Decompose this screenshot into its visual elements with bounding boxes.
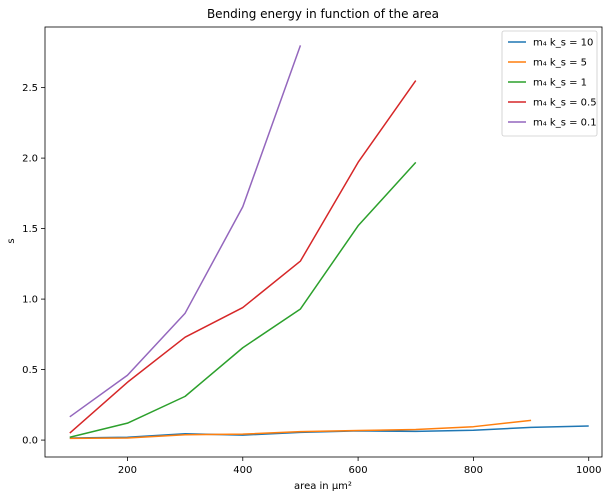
y-tick-label: 1.5 xyxy=(22,224,38,235)
legend-entry: m₄ k_s = 0.5 xyxy=(533,98,597,109)
y-tick-label: 1.0 xyxy=(22,295,38,306)
series-line-5 xyxy=(69,45,302,418)
chart-title: Bending energy in function of the area xyxy=(207,7,439,21)
series-line-4 xyxy=(69,80,417,434)
x-tick-label: 200 xyxy=(118,465,137,476)
x-tick-label: 600 xyxy=(349,465,368,476)
legend-entry: m₄ k_s = 5 xyxy=(533,58,587,69)
x-tick-label: 400 xyxy=(233,465,252,476)
legend-entry: m₄ k_s = 1 xyxy=(533,78,587,89)
x-axis-label: area in μm² xyxy=(294,481,352,492)
legend-entry: m₄ k_s = 10 xyxy=(533,38,593,49)
plot-frame xyxy=(44,26,603,458)
y-axis: 0.0 0.5 1.0 1.5 2.0 2.5 xyxy=(22,83,45,447)
y-axis-label: s xyxy=(6,238,17,243)
x-tick-label: 1000 xyxy=(576,465,601,476)
x-tick-label: 800 xyxy=(464,465,483,476)
legend: m₄ k_s = 10 m₄ k_s = 5 m₄ k_s = 1 m₄ k_s = … xyxy=(501,30,598,137)
series-layer xyxy=(69,45,589,440)
legend-box xyxy=(501,30,598,137)
y-tick-label: 0.5 xyxy=(22,365,38,376)
series-line-2 xyxy=(69,419,532,440)
legend-entry: m₄ k_s = 0.1 xyxy=(533,118,597,129)
x-axis: 200 400 600 800 1000 xyxy=(118,457,601,476)
y-tick-label: 0.0 xyxy=(22,436,38,447)
series-line-3 xyxy=(69,161,417,438)
y-tick-label: 2.0 xyxy=(22,154,38,165)
y-tick-label: 2.5 xyxy=(22,83,38,94)
